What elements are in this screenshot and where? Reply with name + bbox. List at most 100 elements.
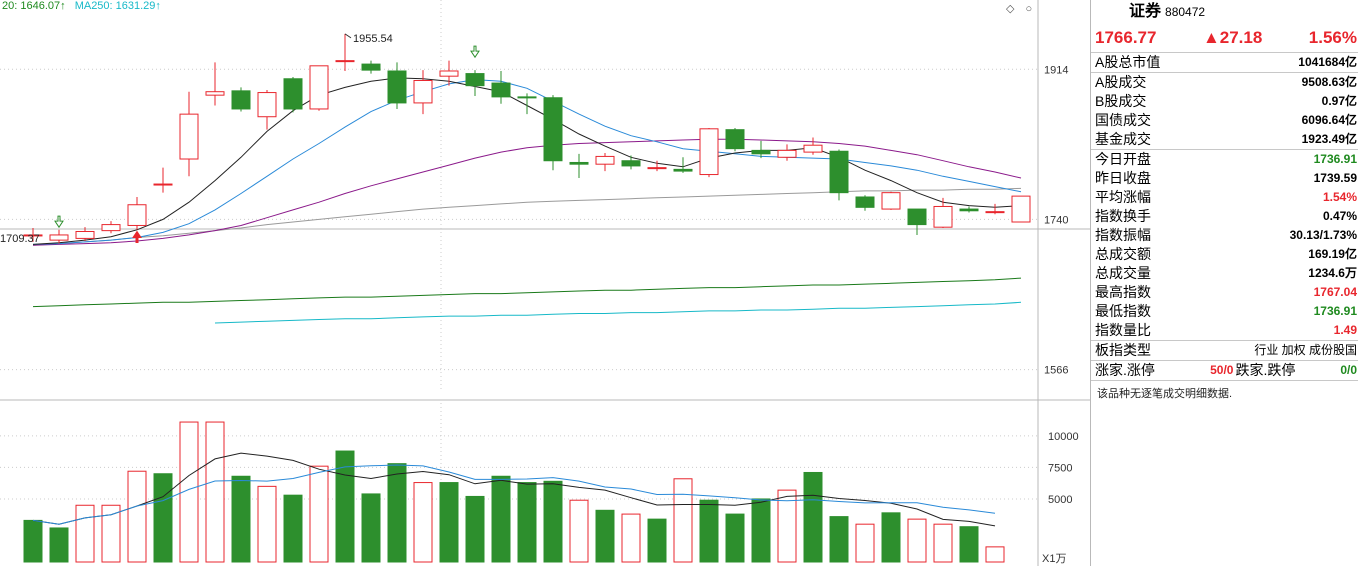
stat-value: 1736.91	[1313, 152, 1357, 166]
volume-bar	[205, 421, 225, 563]
stat-label: 今日开盘	[1095, 151, 1151, 167]
quote-panel: 证券 880472 1766.77 ▲27.18 1.56% A股总市值 1041…	[1090, 0, 1358, 566]
volume-bar	[439, 482, 459, 563]
price-row: 1766.77 ▲27.18 1.56%	[1091, 24, 1358, 53]
candle-body	[647, 167, 667, 170]
volume-bar	[413, 482, 433, 563]
ma10-line	[32, 79, 1022, 245]
ma-legend: 20: 1646.07↑ MA250: 1631.29↑	[2, 0, 167, 12]
volume-bar	[101, 504, 121, 563]
candle-body	[933, 205, 953, 228]
volume-unit-label: X1万	[1042, 553, 1066, 565]
candle-body	[907, 208, 927, 226]
volume-bar	[647, 518, 667, 563]
candle-body	[361, 63, 381, 71]
stat-value: 1767.04	[1313, 285, 1357, 299]
security-title: 证券 880472	[1091, 0, 1358, 24]
ma250-legend: MA250: 1631.29↑	[74, 0, 161, 12]
volume-bar	[517, 482, 537, 563]
candle-body	[855, 196, 875, 208]
turnover-list: A股成交 9508.63亿 B股成交 0.97亿 国债成交 6096.64亿 基金成交 192…	[1091, 73, 1358, 149]
stat-row: 指数换手 0.47%	[1091, 207, 1358, 226]
stat-row: 国债成交 6096.64亿	[1091, 111, 1358, 130]
ma60-line	[32, 187, 1022, 246]
stat-label: 板指类型	[1095, 342, 1151, 358]
volume-bar	[283, 494, 303, 563]
candle-body	[153, 183, 173, 186]
stat-row: A股成交 9508.63亿	[1091, 73, 1358, 92]
chart-toolbar: ◇ ○	[1006, 2, 1040, 15]
chart-area[interactable]: 1914 1740 1566 10000 7500 5000 X1万 1955.54 1709.…	[0, 0, 1090, 566]
volume-ma10-line	[32, 464, 996, 525]
volume-bar	[829, 516, 849, 563]
volume-bar	[49, 527, 69, 563]
price-change-pct: 1.56%	[1308, 28, 1357, 47]
ma250-line	[214, 301, 1022, 324]
candle-body	[101, 224, 121, 232]
diamond-icon[interactable]: ◇	[1006, 3, 1015, 15]
stat-label: 指数换手	[1095, 208, 1151, 224]
stat-label: 总成交量	[1095, 265, 1151, 281]
limit-down-value: 0/0	[1340, 363, 1357, 377]
volume-bar	[465, 495, 485, 563]
stat-label: 最高指数	[1095, 284, 1151, 300]
candle-body	[127, 204, 147, 226]
stat-label: 总成交额	[1095, 246, 1151, 262]
kline-chart[interactable]: 1914 1740 1566 10000 7500 5000 X1万 1955.54 1709.…	[0, 0, 1090, 566]
stat-label: 指数振幅	[1095, 227, 1151, 243]
stat-row: 基金成交 1923.49亿	[1091, 130, 1358, 149]
volume-bar	[231, 475, 251, 563]
stat-row: 指数量比 1.49	[1091, 321, 1358, 340]
stat-row: 总成交额 169.19亿	[1091, 245, 1358, 264]
candle-body	[179, 113, 199, 160]
volume-bar	[777, 489, 797, 563]
stat-row: 指数振幅 30.13/1.73%	[1091, 226, 1358, 245]
volume-bar	[23, 519, 43, 563]
stat-value: 1.49	[1333, 323, 1357, 337]
candle-body	[439, 70, 459, 77]
circle-icon[interactable]: ○	[1025, 3, 1033, 15]
stat-value: 1234.6万	[1308, 266, 1357, 280]
volume-bar	[985, 546, 1005, 563]
market-cap-row: A股总市值 1041684亿	[1091, 53, 1358, 72]
low-annotation: 1709.37	[0, 233, 40, 245]
candle-body	[517, 96, 537, 99]
volume-bar	[491, 475, 511, 563]
stat-label: 昨日收盘	[1095, 170, 1151, 186]
candle-body	[231, 90, 251, 110]
volume-bar	[959, 526, 979, 563]
high-marker-line	[344, 33, 352, 39]
security-name: 证券	[1129, 3, 1162, 20]
volume-bar	[725, 513, 745, 563]
volume-bar	[699, 499, 719, 563]
candle-body	[829, 150, 849, 194]
volume-bar	[179, 421, 199, 563]
last-price: 1766.77	[1095, 28, 1157, 47]
volume-bar	[335, 450, 355, 563]
volume-bar	[595, 509, 615, 563]
volume-bar	[569, 499, 589, 563]
volume-bar	[361, 493, 381, 563]
candle-body	[621, 160, 641, 167]
volume-bar	[309, 465, 329, 563]
candle-body	[725, 129, 745, 150]
limit-down-label: 跌家.跌停	[1235, 362, 1296, 378]
volume-bar	[933, 523, 953, 563]
security-code: 880472	[1165, 5, 1206, 19]
stat-row: 平均涨幅 1.54%	[1091, 188, 1358, 207]
volume-bar	[621, 513, 641, 563]
stat-value[interactable]: 行业 加权 成份股国	[1254, 343, 1357, 357]
stat-value: 1.54%	[1322, 190, 1357, 204]
stat-label: A股成交	[1095, 74, 1147, 90]
buy-arrow-icon	[132, 230, 142, 243]
candle-body	[205, 91, 225, 96]
volume-bar	[881, 512, 901, 563]
volume-tick-label: 10000	[1048, 431, 1079, 443]
volume-bar	[673, 478, 693, 563]
candle-body	[309, 65, 329, 110]
candle-body	[803, 144, 823, 153]
stat-value: 9508.63亿	[1301, 75, 1357, 89]
stat-label: 国债成交	[1095, 112, 1151, 128]
candle-body	[49, 234, 69, 241]
stat-row: 今日开盘 1736.91	[1091, 150, 1358, 169]
